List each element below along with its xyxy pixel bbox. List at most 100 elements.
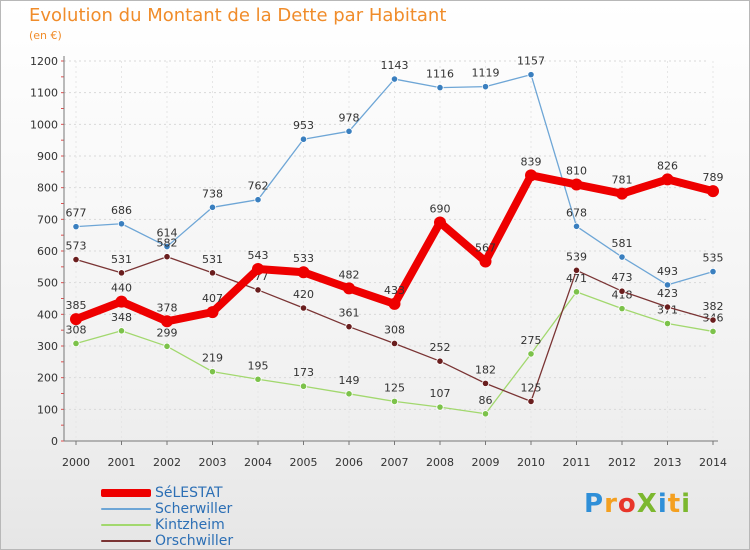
data-label-scherwiller: 614	[157, 227, 178, 240]
x-tick-label: 2008	[426, 456, 454, 469]
chart-title: Evolution du Montant de la Dette par Hab…	[29, 5, 447, 26]
data-label-orschwiller: 423	[657, 287, 678, 300]
data-label-s-lestat: 378	[157, 301, 178, 314]
data-point-scherwiller	[163, 242, 171, 251]
y-tick-label: 200	[37, 372, 58, 385]
data-point-s-lestat	[525, 169, 537, 182]
data-label-kintzheim: 195	[248, 359, 269, 372]
data-label-s-lestat: 440	[111, 282, 132, 295]
legend-swatch	[101, 508, 151, 510]
data-point-kintzheim	[299, 382, 308, 390]
data-label-scherwiller: 953	[293, 119, 314, 132]
data-label-kintzheim: 418	[612, 289, 633, 302]
data-point-scherwiller	[527, 71, 535, 79]
data-point-kintzheim	[208, 368, 217, 376]
data-label-scherwiller: 738	[202, 187, 223, 200]
data-point-kintzheim	[527, 350, 535, 358]
data-point-s-lestat	[252, 263, 264, 276]
x-tick-label: 2002	[153, 456, 181, 469]
y-tick-label: 700	[37, 213, 58, 226]
data-point-scherwiller	[72, 223, 80, 231]
data-label-s-lestat: 810	[566, 165, 587, 178]
data-label-scherwiller: 493	[657, 265, 678, 278]
data-point-kintzheim	[572, 288, 581, 296]
data-point-scherwiller	[709, 267, 717, 276]
data-label-scherwiller: 1143	[381, 59, 409, 72]
data-point-orschwiller	[345, 323, 353, 331]
data-label-kintzheim: 299	[157, 326, 178, 339]
data-label-scherwiller: 686	[111, 204, 132, 217]
data-label-s-lestat: 781	[612, 174, 633, 187]
data-label-scherwiller: 1157	[517, 55, 545, 68]
x-tick-label: 2010	[517, 456, 545, 469]
data-label-scherwiller: 762	[248, 180, 269, 193]
data-point-s-lestat	[434, 216, 446, 229]
data-point-scherwiller	[618, 253, 626, 261]
legend-swatch	[101, 524, 151, 526]
x-tick-label: 2007	[381, 456, 409, 469]
data-label-s-lestat: 482	[339, 268, 360, 281]
data-label-scherwiller: 581	[612, 237, 633, 250]
y-tick-label: 100	[37, 403, 58, 416]
data-point-scherwiller	[254, 196, 262, 204]
data-label-s-lestat: 385	[66, 299, 87, 312]
data-label-s-lestat: 789	[703, 171, 724, 184]
data-point-kintzheim	[390, 397, 399, 406]
data-point-s-lestat	[161, 315, 173, 328]
data-point-orschwiller	[117, 269, 126, 277]
data-point-orschwiller	[481, 379, 490, 387]
data-point-kintzheim	[709, 327, 717, 336]
legend-label: Kintzheim	[155, 517, 225, 533]
data-point-orschwiller	[663, 303, 672, 311]
data-point-orschwiller	[436, 357, 444, 365]
data-label-scherwiller: 1119	[472, 67, 500, 80]
y-tick-label: 1000	[30, 118, 58, 131]
data-label-kintzheim: 173	[293, 366, 314, 379]
data-point-s-lestat	[479, 255, 492, 268]
data-label-scherwiller: 677	[66, 207, 87, 220]
data-label-kintzheim: 86	[479, 394, 493, 407]
data-point-kintzheim	[618, 305, 626, 313]
data-label-s-lestat: 533	[293, 252, 314, 265]
data-label-s-lestat: 543	[248, 249, 269, 262]
data-point-orschwiller	[163, 253, 171, 261]
data-label-kintzheim: 149	[339, 374, 360, 387]
data-point-kintzheim	[663, 319, 672, 328]
data-point-scherwiller	[436, 84, 444, 92]
data-point-scherwiller	[481, 83, 490, 91]
data-label-orschwiller: 573	[66, 240, 87, 253]
data-point-orschwiller	[299, 304, 308, 312]
data-label-kintzheim: 275	[521, 334, 542, 347]
data-point-s-lestat	[661, 173, 674, 186]
data-point-kintzheim	[254, 375, 262, 383]
data-label-s-lestat: 690	[430, 203, 451, 216]
x-tick-label: 2014	[699, 456, 727, 469]
data-label-kintzheim: 219	[202, 352, 223, 365]
data-point-scherwiller	[572, 222, 581, 230]
data-point-s-lestat	[70, 313, 82, 326]
x-tick-label: 2009	[472, 456, 500, 469]
data-point-kintzheim	[345, 390, 353, 398]
y-tick-label: 1100	[30, 87, 58, 100]
data-label-orschwiller: 531	[111, 253, 132, 266]
data-label-kintzheim: 471	[566, 272, 587, 285]
data-label-scherwiller: 978	[339, 111, 360, 124]
data-label-orschwiller: 539	[566, 250, 587, 263]
data-point-orschwiller	[208, 269, 217, 277]
data-label-orschwiller: 473	[612, 271, 633, 284]
data-label-kintzheim: 125	[384, 381, 405, 394]
y-tick-label: 0	[51, 435, 58, 448]
data-point-kintzheim	[481, 410, 490, 418]
data-label-s-lestat: 433	[384, 284, 405, 297]
legend-label: Orschwiller	[155, 533, 234, 549]
data-point-orschwiller	[709, 316, 717, 324]
data-label-orschwiller: 382	[703, 300, 724, 313]
data-label-scherwiller: 1116	[426, 68, 454, 81]
x-tick-label: 2004	[244, 456, 272, 469]
data-point-scherwiller	[390, 75, 399, 83]
data-point-orschwiller	[572, 266, 581, 274]
data-point-orschwiller	[390, 339, 399, 348]
legend-swatch	[101, 540, 151, 542]
data-point-s-lestat	[707, 185, 719, 198]
